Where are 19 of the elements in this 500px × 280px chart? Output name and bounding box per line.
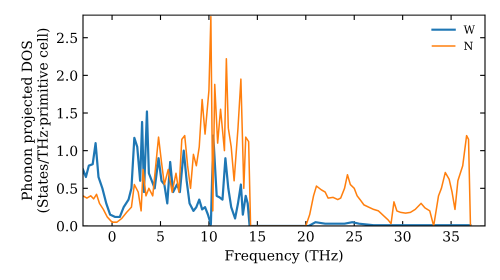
y-tick-label: 1.0 <box>58 146 78 156</box>
x-tick-label: 5 <box>157 231 164 242</box>
y-axis-title: Phonon projected DOS (States/THz·primitive cell) <box>21 28 50 212</box>
x-tick-label: 20 <box>298 231 314 242</box>
x-axis-title: Frequency (THz) <box>225 250 342 264</box>
x-tick-label: 0 <box>108 231 116 242</box>
x-tick-label: 25 <box>346 231 362 242</box>
y-tick-label: 0.0 <box>56 220 78 232</box>
x-tick-label: 35 <box>443 231 459 242</box>
x-tick-label: 10 <box>202 231 217 242</box>
x-tick-label: 30 <box>394 231 411 242</box>
legend-label: N <box>464 42 473 50</box>
legend-label: W <box>464 25 475 34</box>
y-tick-label: 2.0 <box>56 70 78 81</box>
y-tick-label: 1.5 <box>58 108 78 118</box>
x-tick-label: 15 <box>250 231 266 242</box>
y-tick-label: 2.5 <box>56 32 78 44</box>
line-series <box>83 110 472 226</box>
y-tick-label: 0.5 <box>56 183 78 194</box>
